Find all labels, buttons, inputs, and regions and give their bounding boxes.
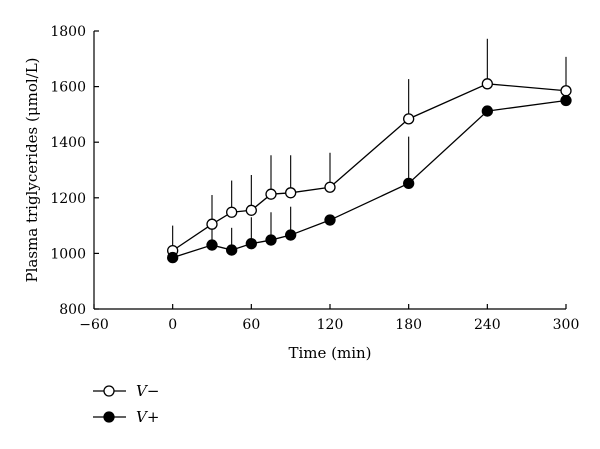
data-point [206, 239, 218, 251]
y-tick-label: 1600 [50, 80, 86, 96]
x-tick-label: −60 [79, 317, 109, 333]
data-point [285, 187, 297, 199]
y-ticks: 800 1000 1200 1400 1600 1800 [50, 24, 99, 318]
legend: V− V+ [93, 382, 159, 426]
legend-marker-v-minus [103, 385, 115, 397]
series-line-v-plus [172, 99, 567, 259]
series-line-v-minus [172, 83, 567, 252]
data-point [324, 181, 336, 193]
data-point [245, 204, 257, 216]
data-point [560, 85, 572, 97]
legend-item-v-plus: V+ [93, 408, 159, 426]
data-point [560, 94, 572, 107]
data-point [226, 244, 238, 256]
data-point [481, 105, 493, 117]
legend-label-v-minus: V− [136, 382, 159, 400]
x-tick-label: 180 [395, 317, 422, 333]
data-point [324, 214, 336, 226]
y-tick-label: 800 [59, 302, 86, 318]
x-tick-label: 0 [168, 317, 177, 333]
y-axis-label: Plasma triglycerides (μmol/L) [23, 57, 41, 282]
data-point [245, 238, 257, 250]
y-tick-label: 1200 [50, 191, 86, 207]
data-point [403, 177, 415, 189]
x-axis-label: Time (min) [288, 344, 371, 362]
data-point [226, 206, 238, 218]
data-point [403, 113, 415, 125]
axes: −60 0 60 120 180 240 300 800 1000 1200 1400 1600 18… [50, 24, 579, 333]
legend-label-v-plus: V+ [136, 408, 159, 426]
x-tick-label: 120 [317, 317, 344, 333]
x-tick-label: 240 [474, 317, 501, 333]
data-point [167, 251, 179, 264]
data-point [265, 234, 277, 246]
x-tick-label: 300 [553, 317, 580, 333]
series-v-minus-points [167, 78, 572, 257]
data-point [206, 218, 218, 230]
y-tick-label: 1000 [50, 246, 86, 262]
data-point [285, 229, 297, 241]
series-v-plus-points [167, 94, 572, 264]
series-layer [167, 38, 572, 264]
legend-item-v-minus: V− [93, 382, 159, 400]
y-tick-label: 1400 [50, 135, 86, 151]
series-v-minus-errors [172, 38, 567, 251]
data-point [481, 78, 493, 90]
y-tick-label: 1800 [50, 24, 86, 40]
x-tick-label: 60 [242, 317, 260, 333]
data-point [265, 188, 277, 200]
legend-marker-v-plus [103, 411, 115, 423]
series-v-plus-errors [211, 136, 410, 251]
x-ticks: −60 0 60 120 180 240 300 [79, 304, 579, 333]
